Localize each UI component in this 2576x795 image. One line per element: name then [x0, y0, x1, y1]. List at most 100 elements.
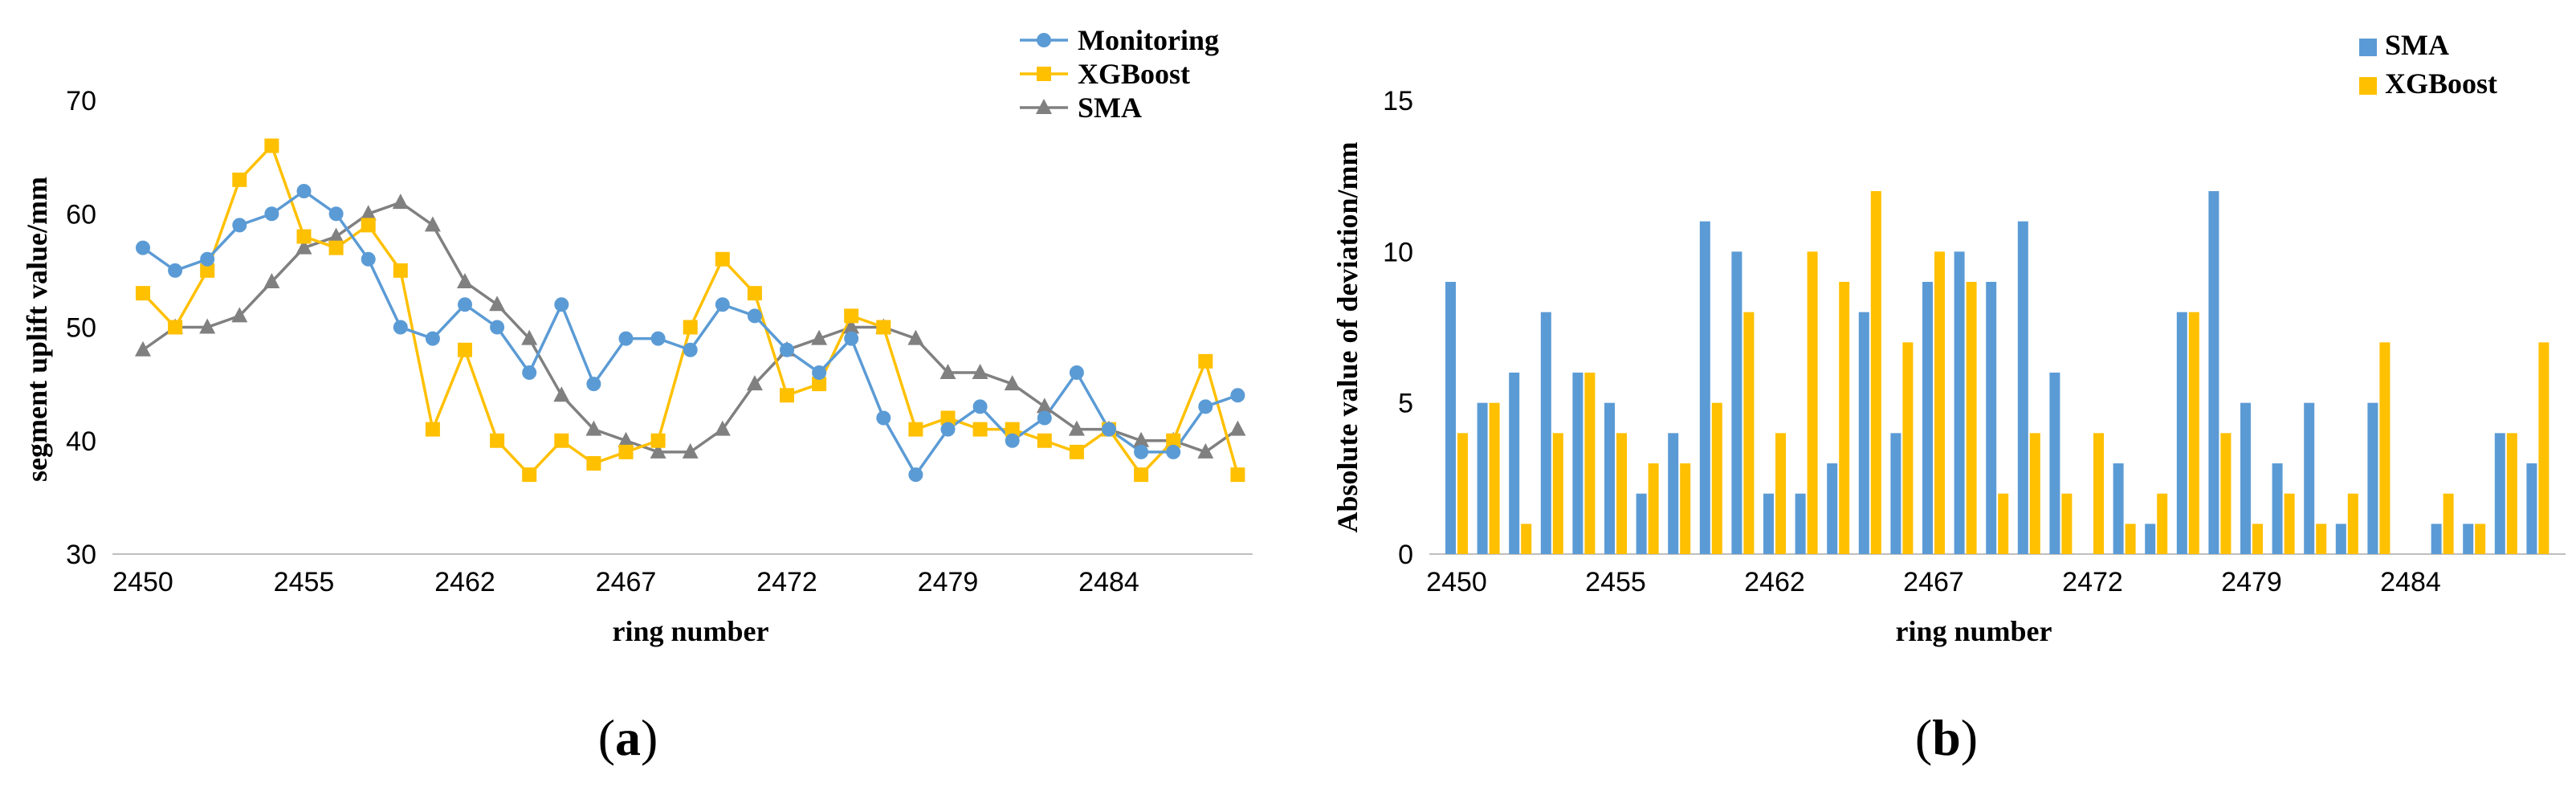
a-point-xgboost [232, 172, 247, 187]
a-point-sma [843, 318, 860, 334]
b-y-tick-label: 0 [1398, 540, 1413, 570]
a-point-monitoring [908, 467, 923, 483]
a-point-monitoring [490, 320, 505, 335]
b-bar-xgboost [1966, 282, 1977, 554]
a-point-sma [1133, 431, 1150, 447]
b-bar-sma [2176, 312, 2187, 554]
panel-b-bar-chart: 0 5 10 15 2450 2455 2462 2467 2472 2479 2484 Abso… [1331, 29, 2566, 647]
a-point-monitoring [328, 206, 344, 222]
a-legend-marker [1037, 67, 1051, 81]
b-legend-item: SMA [2359, 29, 2449, 61]
b-bar-xgboost [2347, 493, 2358, 554]
b-bar-xgboost [1489, 402, 1500, 554]
a-point-sma [199, 318, 216, 334]
a-point-monitoring [168, 263, 183, 278]
a-point-sma [521, 329, 538, 345]
b-bar-sma [1954, 251, 1965, 554]
a-point-sma [263, 273, 280, 288]
caption-b: (b) [1915, 709, 1978, 766]
b-legend-item: XGBoost [2359, 67, 2497, 100]
a-point-xgboost [650, 433, 666, 448]
b-bar-xgboost [1680, 463, 1691, 554]
a-point-monitoring [425, 331, 440, 346]
a-point-monitoring [618, 331, 634, 346]
a-point-sma [1004, 375, 1021, 391]
b-bar-sma [1540, 312, 1551, 554]
a-point-sma [1068, 420, 1085, 436]
a-point-sma [1229, 420, 1246, 436]
a-point-sma [424, 216, 441, 232]
b-bar-xgboost [1711, 402, 1722, 554]
caption-a-letter: a [615, 709, 641, 766]
b-bar-xgboost [1934, 251, 1945, 554]
a-point-sma [392, 194, 409, 210]
a-legend-marker [1037, 33, 1051, 47]
b-legend: SMA XGBoost [2359, 29, 2497, 100]
b-x-tick-label: 2450 [1426, 567, 1487, 597]
a-x-tick-label: 2462 [434, 567, 495, 597]
a-point-monitoring [200, 251, 215, 267]
a-y-axis-label: segment uplift value/mm [21, 177, 53, 482]
b-bar-sma [2463, 524, 2474, 554]
b-bar-xgboost [1870, 191, 1881, 554]
b-bar-sma [2272, 463, 2283, 554]
a-point-xgboost [972, 422, 988, 437]
b-bar-xgboost [1807, 251, 1818, 554]
a-point-monitoring [1037, 410, 1052, 426]
b-bar-xgboost [1552, 433, 1563, 554]
a-point-sma [972, 364, 988, 379]
a-point-sma [714, 420, 731, 436]
a-x-tick-label: 2450 [112, 567, 173, 597]
b-bar-xgboost [2220, 433, 2232, 554]
a-point-sma [907, 329, 924, 345]
b-x-tick-label: 2479 [2221, 567, 2282, 597]
a-point-sma [360, 205, 377, 221]
a-point-sma [682, 442, 699, 459]
a-point-monitoring [940, 422, 956, 437]
a-point-monitoring [458, 297, 472, 312]
a-point-sma [1036, 398, 1053, 414]
a-point-monitoring [650, 331, 666, 346]
b-bar-sma [2335, 524, 2346, 554]
a-point-xgboost [136, 286, 150, 301]
b-bar-sma [2494, 433, 2505, 554]
a-point-monitoring [1069, 365, 1084, 380]
a-point-xgboost [200, 263, 215, 278]
a-point-sma [618, 431, 634, 447]
b-bar-sma [1731, 251, 1742, 554]
b-legend-label: XGBoost [2385, 67, 2497, 100]
b-x-axis-label: ring number [1895, 615, 2052, 647]
a-point-xgboost [361, 218, 376, 233]
b-bar-sma [1827, 463, 1838, 554]
b-bar-sma [1668, 433, 1679, 554]
a-point-monitoring [1166, 444, 1181, 459]
b-bar-sma [1858, 312, 1869, 554]
a-point-xgboost [328, 240, 344, 255]
b-x-tick-label: 2455 [1585, 567, 1646, 597]
b-bar-xgboost [2029, 433, 2040, 554]
b-x-tick-label: 2484 [2380, 567, 2441, 597]
a-point-sma [1197, 442, 1214, 459]
a-point-monitoring [361, 251, 376, 267]
b-bar-xgboost [1743, 312, 1755, 554]
a-point-sma [135, 340, 151, 357]
b-x-tick-labels: 2450 2455 2462 2467 2472 2479 2484 [1426, 567, 2441, 597]
a-point-monitoring [136, 240, 150, 255]
a-x-tick-label: 2472 [756, 567, 817, 597]
a-point-monitoring [747, 308, 762, 324]
a-point-sma [746, 375, 763, 391]
b-y-tick-label: 15 [1383, 86, 1413, 116]
b-y-tick-label: 10 [1383, 237, 1413, 267]
b-bar-sma [1636, 493, 1647, 554]
b-bar-sma [1922, 282, 1933, 554]
b-bar-xgboost [1902, 342, 1914, 554]
a-point-monitoring [1005, 433, 1020, 448]
b-bar-xgboost [2475, 524, 2486, 554]
b-bar-sma [2113, 463, 2124, 554]
a-point-monitoring [554, 297, 569, 312]
b-bar-xgboost [1775, 433, 1786, 554]
b-legend-swatch [2359, 77, 2377, 95]
a-y-tick-label: 50 [66, 313, 96, 344]
a-point-xgboost [1198, 353, 1213, 369]
